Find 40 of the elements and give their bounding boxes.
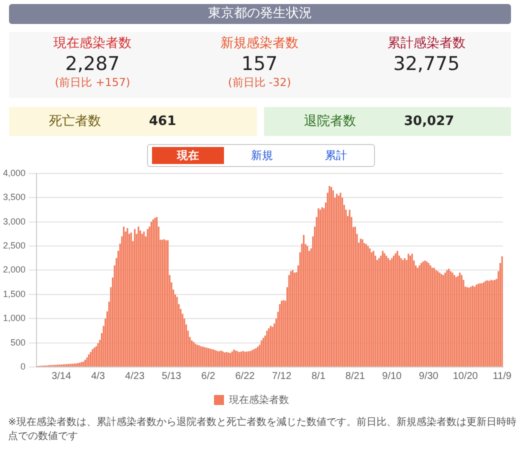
y-tick-label: 3,500 bbox=[2, 192, 26, 202]
x-tick-label: 10/20 bbox=[452, 370, 478, 382]
y-tick-label: 2,500 bbox=[2, 240, 26, 250]
x-tick-label: 6/2 bbox=[201, 370, 216, 382]
x-tick-label: 6/22 bbox=[235, 370, 256, 382]
y-tick-label: 0 bbox=[20, 361, 26, 372]
text: 461 bbox=[149, 113, 176, 131]
y-tick-label: 500 bbox=[10, 337, 26, 348]
text: 現在 bbox=[152, 147, 224, 164]
chart-title: 東京都の発生状況 bbox=[9, 4, 511, 24]
text: ※現在感染者数は、累計感染者数から退院者数と死亡者数を減じた数値です。前日比、新規感染者数は更新日時時点での数値です bbox=[8, 416, 518, 444]
x-tick-label: 8/1 bbox=[311, 370, 326, 382]
text: 新規感染者数 bbox=[220, 36, 300, 52]
x-tick-label: 5/13 bbox=[162, 370, 182, 382]
text: 退院者数 bbox=[304, 113, 356, 131]
y-tick-label: 2,000 bbox=[2, 264, 26, 275]
text: 現在感染者数 bbox=[52, 36, 132, 52]
text: 30,027 bbox=[404, 113, 454, 131]
text: 32,775 bbox=[392, 52, 461, 76]
y-tick-label: 1,500 bbox=[2, 288, 26, 299]
text: 累計 bbox=[324, 148, 348, 164]
text: 累計感染者数 bbox=[386, 36, 466, 52]
legend-label: 現在感染者数 bbox=[229, 394, 289, 406]
x-tick-label: 11/9 bbox=[492, 370, 512, 382]
x-tick-label: 9/10 bbox=[382, 370, 402, 382]
x-tick-label: 9/30 bbox=[418, 370, 439, 382]
x-tick-label: 3/14 bbox=[52, 370, 72, 382]
text: 157 bbox=[240, 52, 279, 76]
x-tick-label: 8/21 bbox=[345, 370, 366, 382]
x-tick-label: 4/3 bbox=[91, 370, 106, 382]
text: 死亡者数 bbox=[49, 113, 101, 131]
x-tick-label: 4/23 bbox=[125, 370, 145, 382]
text: 2,287 bbox=[64, 52, 121, 76]
text: 新規 bbox=[250, 148, 274, 164]
text: (前日比 -32) bbox=[226, 76, 292, 90]
y-tick-label: 1,000 bbox=[2, 313, 26, 324]
x-tick-label: 7/12 bbox=[272, 370, 292, 382]
text: (前日比 +157) bbox=[54, 76, 132, 90]
y-tick-label: 4,000 bbox=[2, 168, 26, 178]
y-tick-label: 3,000 bbox=[2, 216, 26, 226]
